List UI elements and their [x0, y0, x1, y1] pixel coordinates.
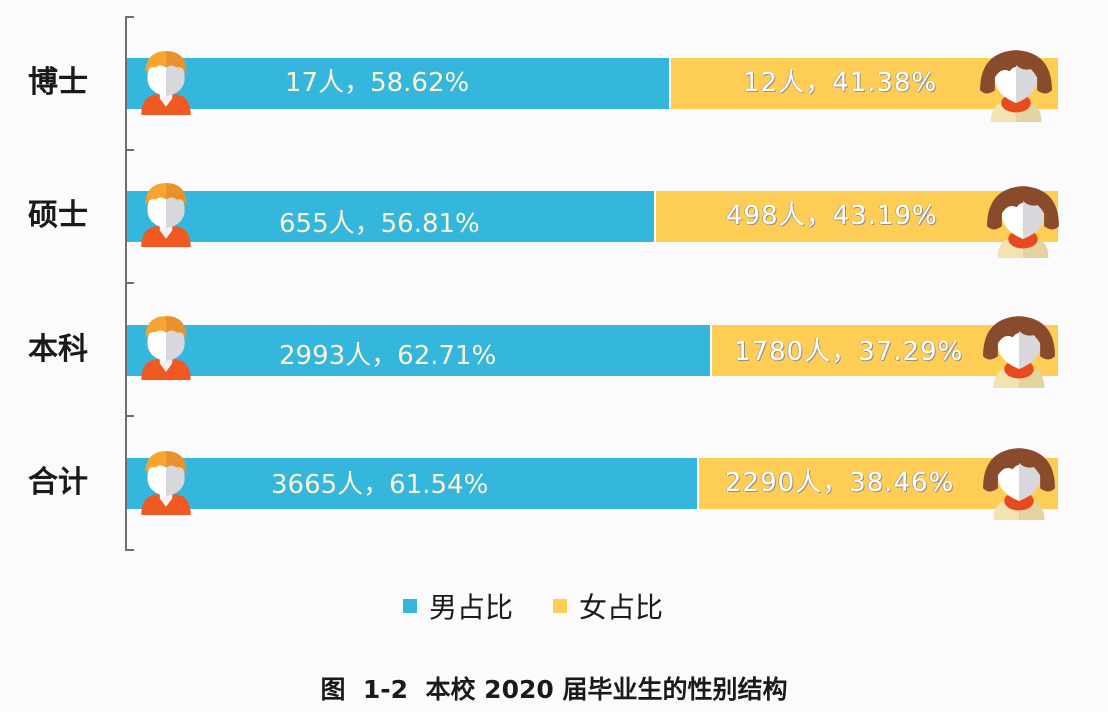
bar-label-female-master: 498人，43.19% [726, 201, 938, 231]
bar-male-doctor: 17人，58.62% [127, 58, 669, 109]
male-avatar-icon [134, 314, 198, 380]
bar-label-male-undergrad: 2993人，62.71% [279, 341, 497, 371]
y-axis-tick [125, 282, 134, 284]
category-label-total: 合计 [28, 465, 88, 500]
bar-label-male-total: 3665人，61.54% [271, 470, 489, 500]
female-avatar-icon [974, 48, 1058, 122]
legend-swatch-female [553, 599, 568, 613]
bar-label-male-doctor: 17人，58.62% [285, 68, 470, 98]
category-label-undergrad: 本科 [28, 332, 88, 367]
category-label-master: 硕士 [28, 198, 88, 233]
figure-caption: 图 1-2 本校 2020 届毕业生的性别结构 [320, 675, 788, 704]
legend-label-female: 女占比 [579, 591, 664, 624]
y-axis-tick [125, 16, 134, 18]
male-avatar-icon [134, 49, 198, 115]
male-avatar-icon [134, 449, 198, 515]
y-axis-tick [125, 415, 134, 417]
y-axis-tick [125, 549, 134, 551]
male-avatar-icon [134, 181, 198, 247]
bar-label-female-total: 2290人，38.46% [725, 468, 955, 498]
bar-label-female-doctor: 12人，41.38% [743, 68, 938, 98]
bar-male-total: 3665人，61.54% [127, 458, 697, 509]
legend-label-male: 男占比 [429, 591, 514, 624]
legend-item-female[interactable]: 女占比 [553, 586, 663, 626]
legend-swatch-male [403, 599, 417, 613]
female-avatar-icon [981, 184, 1065, 258]
female-avatar-icon [977, 446, 1061, 520]
legend-item-male[interactable]: 男占比 [403, 586, 513, 626]
female-avatar-icon [977, 314, 1061, 388]
y-axis-tick [125, 149, 134, 151]
chart-legend: 男占比 女占比 [403, 586, 703, 626]
category-label-doctor: 博士 [28, 65, 88, 100]
bar-male-undergrad: 2993人，62.71% [127, 325, 710, 376]
bar-male-master: 655人，56.81% [127, 191, 654, 242]
bar-label-male-master: 655人，56.81% [279, 209, 480, 239]
bar-label-female-undergrad: 1780人，37.29% [734, 337, 964, 367]
